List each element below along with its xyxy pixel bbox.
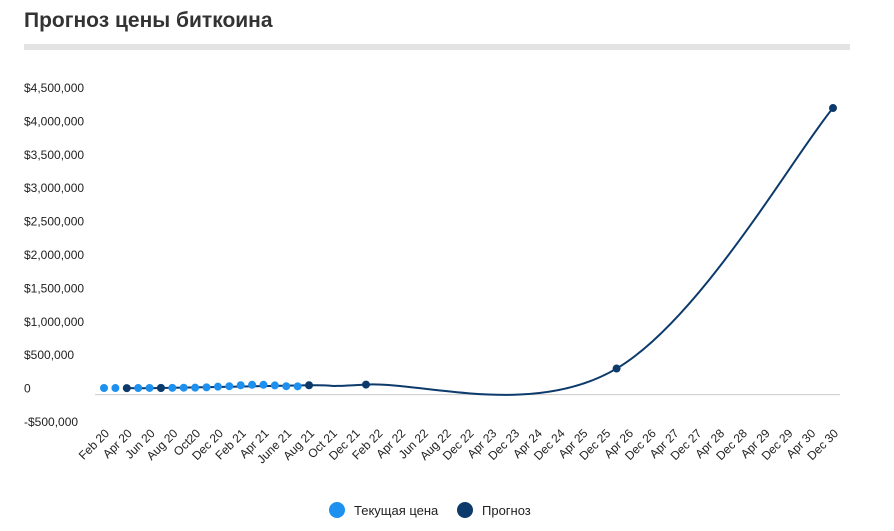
y-axis: $4,500,000 $4,000,000 $3,500,000 $3,000,000… — [24, 81, 84, 429]
legend: Текущая цена Прогноз — [329, 502, 531, 518]
forecast-line — [126, 107, 834, 396]
legend-forecast-label: Прогноз — [482, 503, 531, 518]
current-price-point — [282, 382, 291, 391]
y-tick-label: $500,000 — [24, 348, 74, 362]
current-price-point — [270, 381, 279, 390]
current-price-point — [225, 382, 234, 391]
y-tick-label: $4,500,000 — [24, 81, 84, 95]
forecast-point — [829, 104, 837, 113]
y-tick-label: $1,000,000 — [24, 315, 84, 329]
plot-area — [100, 104, 837, 396]
current-price-point — [134, 383, 143, 392]
current-price-point — [191, 383, 200, 392]
forecast-point — [156, 383, 165, 392]
y-tick-label: $2,500,000 — [24, 215, 84, 229]
forecast-point — [122, 384, 131, 393]
current-price-point — [100, 383, 108, 392]
forecast-point — [361, 380, 370, 389]
current-price-point — [213, 382, 222, 391]
legend-forecast-swatch — [457, 502, 473, 518]
y-tick-label: 0 — [24, 382, 31, 396]
current-price-point — [248, 380, 257, 389]
y-tick-label: $2,000,000 — [24, 248, 84, 262]
y-tick-label: $4,000,000 — [24, 114, 84, 128]
current-price-point — [202, 383, 211, 392]
current-price-point — [293, 382, 302, 391]
y-tick-label: $1,500,000 — [24, 281, 84, 295]
chart-title: Прогноз цены биткоина — [24, 9, 273, 32]
forecast-point — [612, 364, 621, 373]
legend-current-swatch — [329, 502, 345, 518]
forecast-point — [305, 381, 314, 390]
current-price-point — [111, 384, 120, 393]
y-tick-label: $3,500,000 — [24, 148, 84, 162]
title-divider — [24, 44, 850, 50]
legend-current-label: Текущая цена — [354, 503, 439, 518]
current-price-point — [145, 383, 154, 392]
y-tick-label: $3,000,000 — [24, 181, 84, 195]
y-tick-label: -$500,000 — [24, 415, 78, 429]
current-price-point — [168, 383, 177, 392]
current-price-point — [179, 383, 188, 392]
current-price-point — [259, 380, 268, 389]
current-price-point — [236, 381, 245, 390]
